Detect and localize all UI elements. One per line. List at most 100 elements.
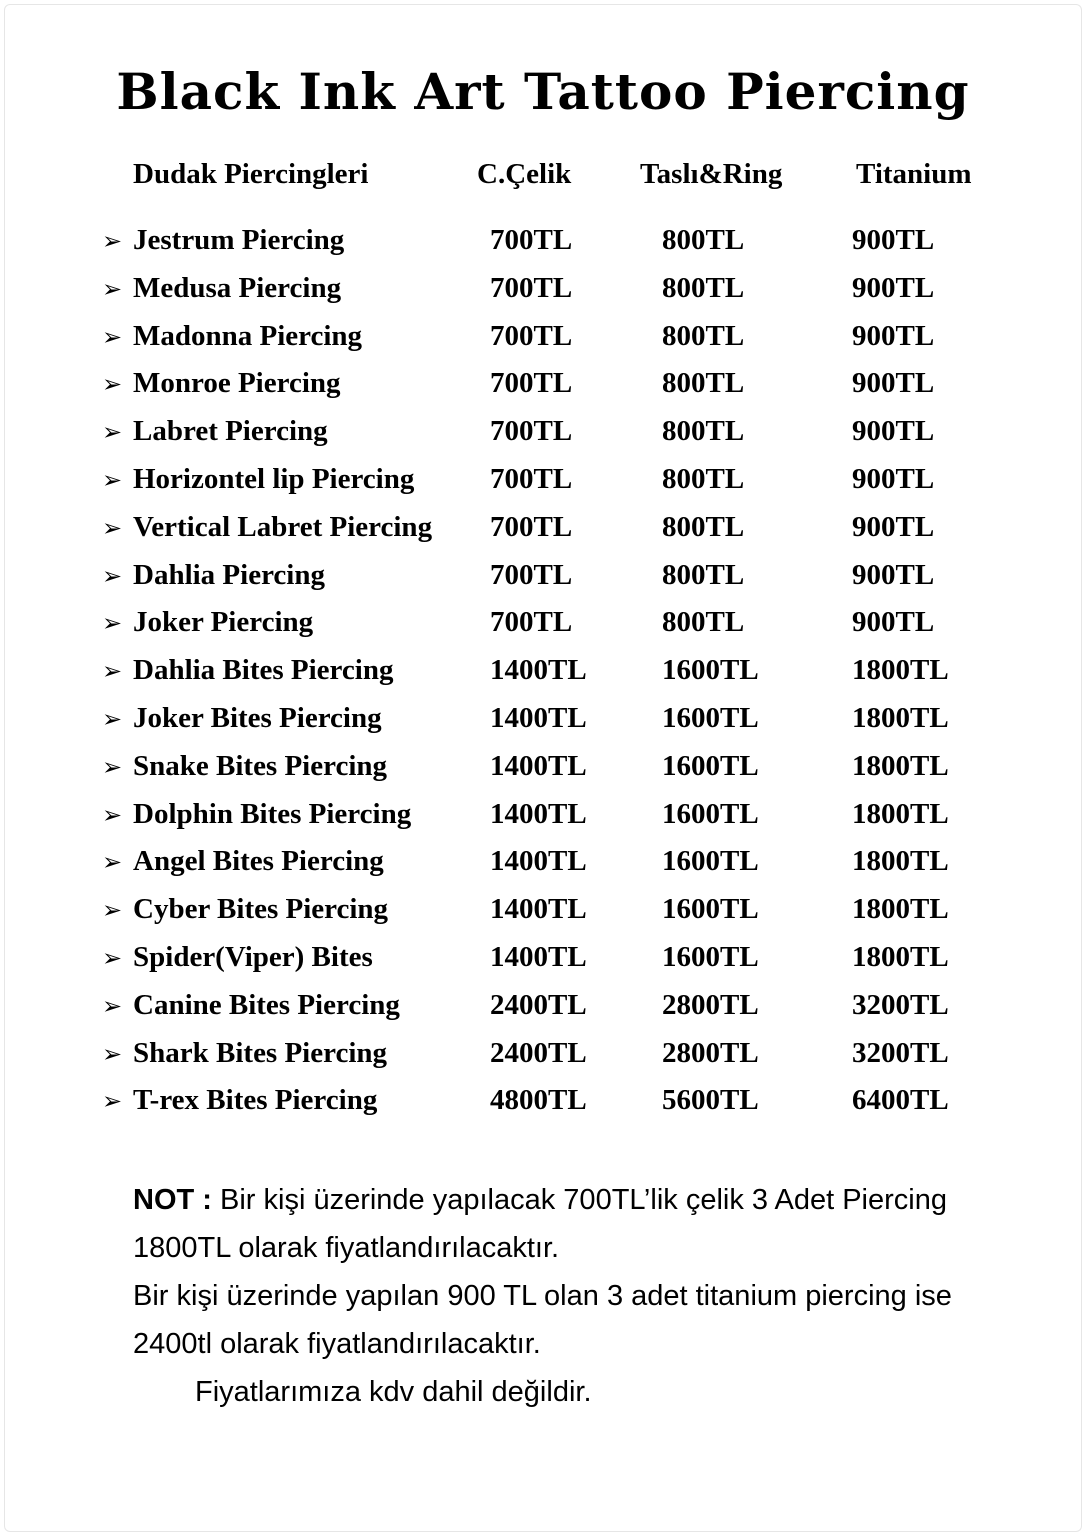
piercing-name: Vertical Labret Piercing [133,510,433,543]
price-celik: 700TL [490,415,573,448]
piercing-name: Medusa Piercing [133,271,342,304]
note-line-3: Fiyatlarımıza kdv dahil değildir. [195,1376,592,1408]
piercing-name: Labret Piercing [133,415,328,448]
price-tasli-ring: 1600TL [662,845,759,878]
price-titanium: 3200TL [852,1036,949,1069]
table-row: ➢ Horizontel lip Piercing 700TL 800TL 900TL [0,459,1086,505]
arrowhead-right-icon: ➢ [102,609,123,638]
piercing-name: Joker Piercing [133,606,314,639]
price-tasli-ring: 800TL [662,415,745,448]
note-label: NOT : [133,1184,212,1216]
piercing-name: Madonna Piercing [133,319,363,352]
price-titanium: 900TL [852,510,935,543]
price-celik: 700TL [490,606,573,639]
table-row: ➢ T-rex Bites Piercing 4800TL 5600TL 6400TL [0,1080,1086,1126]
table-row: ➢ Vertical Labret Piercing 700TL 800TL 900TL [0,507,1086,553]
arrowhead-right-icon: ➢ [102,418,123,447]
arrowhead-right-icon: ➢ [102,896,123,925]
arrowhead-right-icon: ➢ [102,513,123,542]
table-row: ➢ Joker Piercing 700TL 800TL 900TL [0,602,1086,648]
price-celik: 1400TL [490,941,587,973]
price-tasli-ring: 800TL [662,463,745,495]
price-celik: 2400TL [490,1036,587,1069]
price-titanium: 1800TL [852,749,949,782]
price-tasli-ring: 1600TL [662,893,759,926]
price-titanium: 900TL [852,224,935,256]
price-titanium: 1800TL [852,893,949,926]
note-line-2: Bir kişi üzerinde yapılan 900 TL olan 3 … [133,1280,952,1360]
arrowhead-right-icon: ➢ [102,944,123,972]
piercing-name: T-rex Bites Piercing [133,1084,378,1117]
piercing-name: Jestrum Piercing [133,224,345,256]
price-celik: 700TL [490,319,573,352]
price-celik: 700TL [490,224,573,256]
price-tasli-ring: 800TL [662,319,745,352]
arrowhead-right-icon: ➢ [102,752,123,781]
price-tasli-ring: 800TL [662,271,745,304]
price-celik: 700TL [490,271,573,304]
price-celik: 700TL [490,367,573,400]
piercing-name: Horizontel lip Piercing [133,463,415,495]
table-row: ➢ Canine Bites Piercing 2400TL 2800TL 3200TL [0,985,1086,1031]
arrowhead-right-icon: ➢ [102,322,123,351]
price-celik: 1400TL [490,654,587,687]
price-celik: 700TL [490,510,573,543]
piercing-name: Canine Bites Piercing [133,988,400,1021]
arrowhead-right-icon: ➢ [102,227,123,255]
table-row: ➢ Shark Bites Piercing 2400TL 2800TL 3200TL [0,1033,1086,1079]
header-titanium: Titanium [856,158,972,190]
price-titanium: 900TL [852,271,935,304]
note-line-1: Bir kişi üzerinde yapılacak 700TL’lik çe… [133,1184,947,1264]
price-celik: 1400TL [490,797,587,830]
price-celik: 1400TL [490,749,587,782]
price-titanium: 900TL [852,463,935,495]
price-titanium: 900TL [852,367,935,400]
arrowhead-right-icon: ➢ [102,1039,123,1068]
table-row: ➢ Madonna Piercing 700TL 800TL 900TL [0,316,1086,362]
table-row: ➢ Dahlia Bites Piercing 1400TL 1600TL 1800TL [0,650,1086,696]
table-row: ➢ Snake Bites Piercing 1400TL 1600TL 1800TL [0,746,1086,792]
price-tasli-ring: 1600TL [662,654,759,687]
price-celik: 700TL [490,558,573,591]
price-tasli-ring: 2800TL [662,1036,759,1069]
page-title: Black Ink Art Tattoo Piercing [116,62,970,121]
price-tasli-ring: 800TL [662,224,745,256]
arrowhead-right-icon: ➢ [102,848,123,877]
arrowhead-right-icon: ➢ [102,1087,123,1116]
price-titanium: 1800TL [852,941,949,973]
price-titanium: 1800TL [852,654,949,687]
arrowhead-right-icon: ➢ [102,466,123,494]
table-row: ➢ Spider(Viper) Bites 1400TL 1600TL 1800TL [0,937,1086,983]
price-tasli-ring: 1600TL [662,749,759,782]
piercing-name: Dolphin Bites Piercing [133,797,412,830]
arrowhead-right-icon: ➢ [102,991,123,1020]
arrowhead-right-icon: ➢ [102,274,123,303]
price-tasli-ring: 1600TL [662,702,759,734]
price-tasli-ring: 5600TL [662,1084,759,1117]
piercing-name: Cyber Bites Piercing [133,893,389,926]
piercing-name: Shark Bites Piercing [133,1036,388,1069]
price-tasli-ring: 2800TL [662,988,759,1021]
price-titanium: 900TL [852,415,935,448]
table-row: ➢ Dolphin Bites Piercing 1400TL 1600TL 1800T… [0,794,1086,840]
header-category: Dudak Piercingleri [133,158,369,190]
table-row: ➢ Monroe Piercing 700TL 800TL 900TL [0,363,1086,409]
price-tasli-ring: 1600TL [662,941,759,973]
table-row: ➢ Jestrum Piercing 700TL 800TL 900TL [0,220,1086,266]
price-celik: 1400TL [490,702,587,734]
arrowhead-right-icon: ➢ [102,705,123,733]
table-row: ➢ Joker Bites Piercing 1400TL 1600TL 1800TL [0,698,1086,744]
arrowhead-right-icon: ➢ [102,657,123,686]
piercing-name: Monroe Piercing [133,367,341,400]
piercing-name: Dahlia Bites Piercing [133,654,394,687]
price-titanium: 1800TL [852,702,949,734]
price-titanium: 1800TL [852,797,949,830]
piercing-name: Spider(Viper) Bites [133,941,373,973]
price-celik: 1400TL [490,845,587,878]
piercing-name: Dahlia Piercing [133,558,325,591]
table-row: ➢ Angel Bites Piercing 1400TL 1600TL 1800TL [0,841,1086,887]
price-titanium: 900TL [852,558,935,591]
price-tasli-ring: 800TL [662,558,745,591]
price-list-page [4,4,1082,1532]
price-titanium: 900TL [852,606,935,639]
